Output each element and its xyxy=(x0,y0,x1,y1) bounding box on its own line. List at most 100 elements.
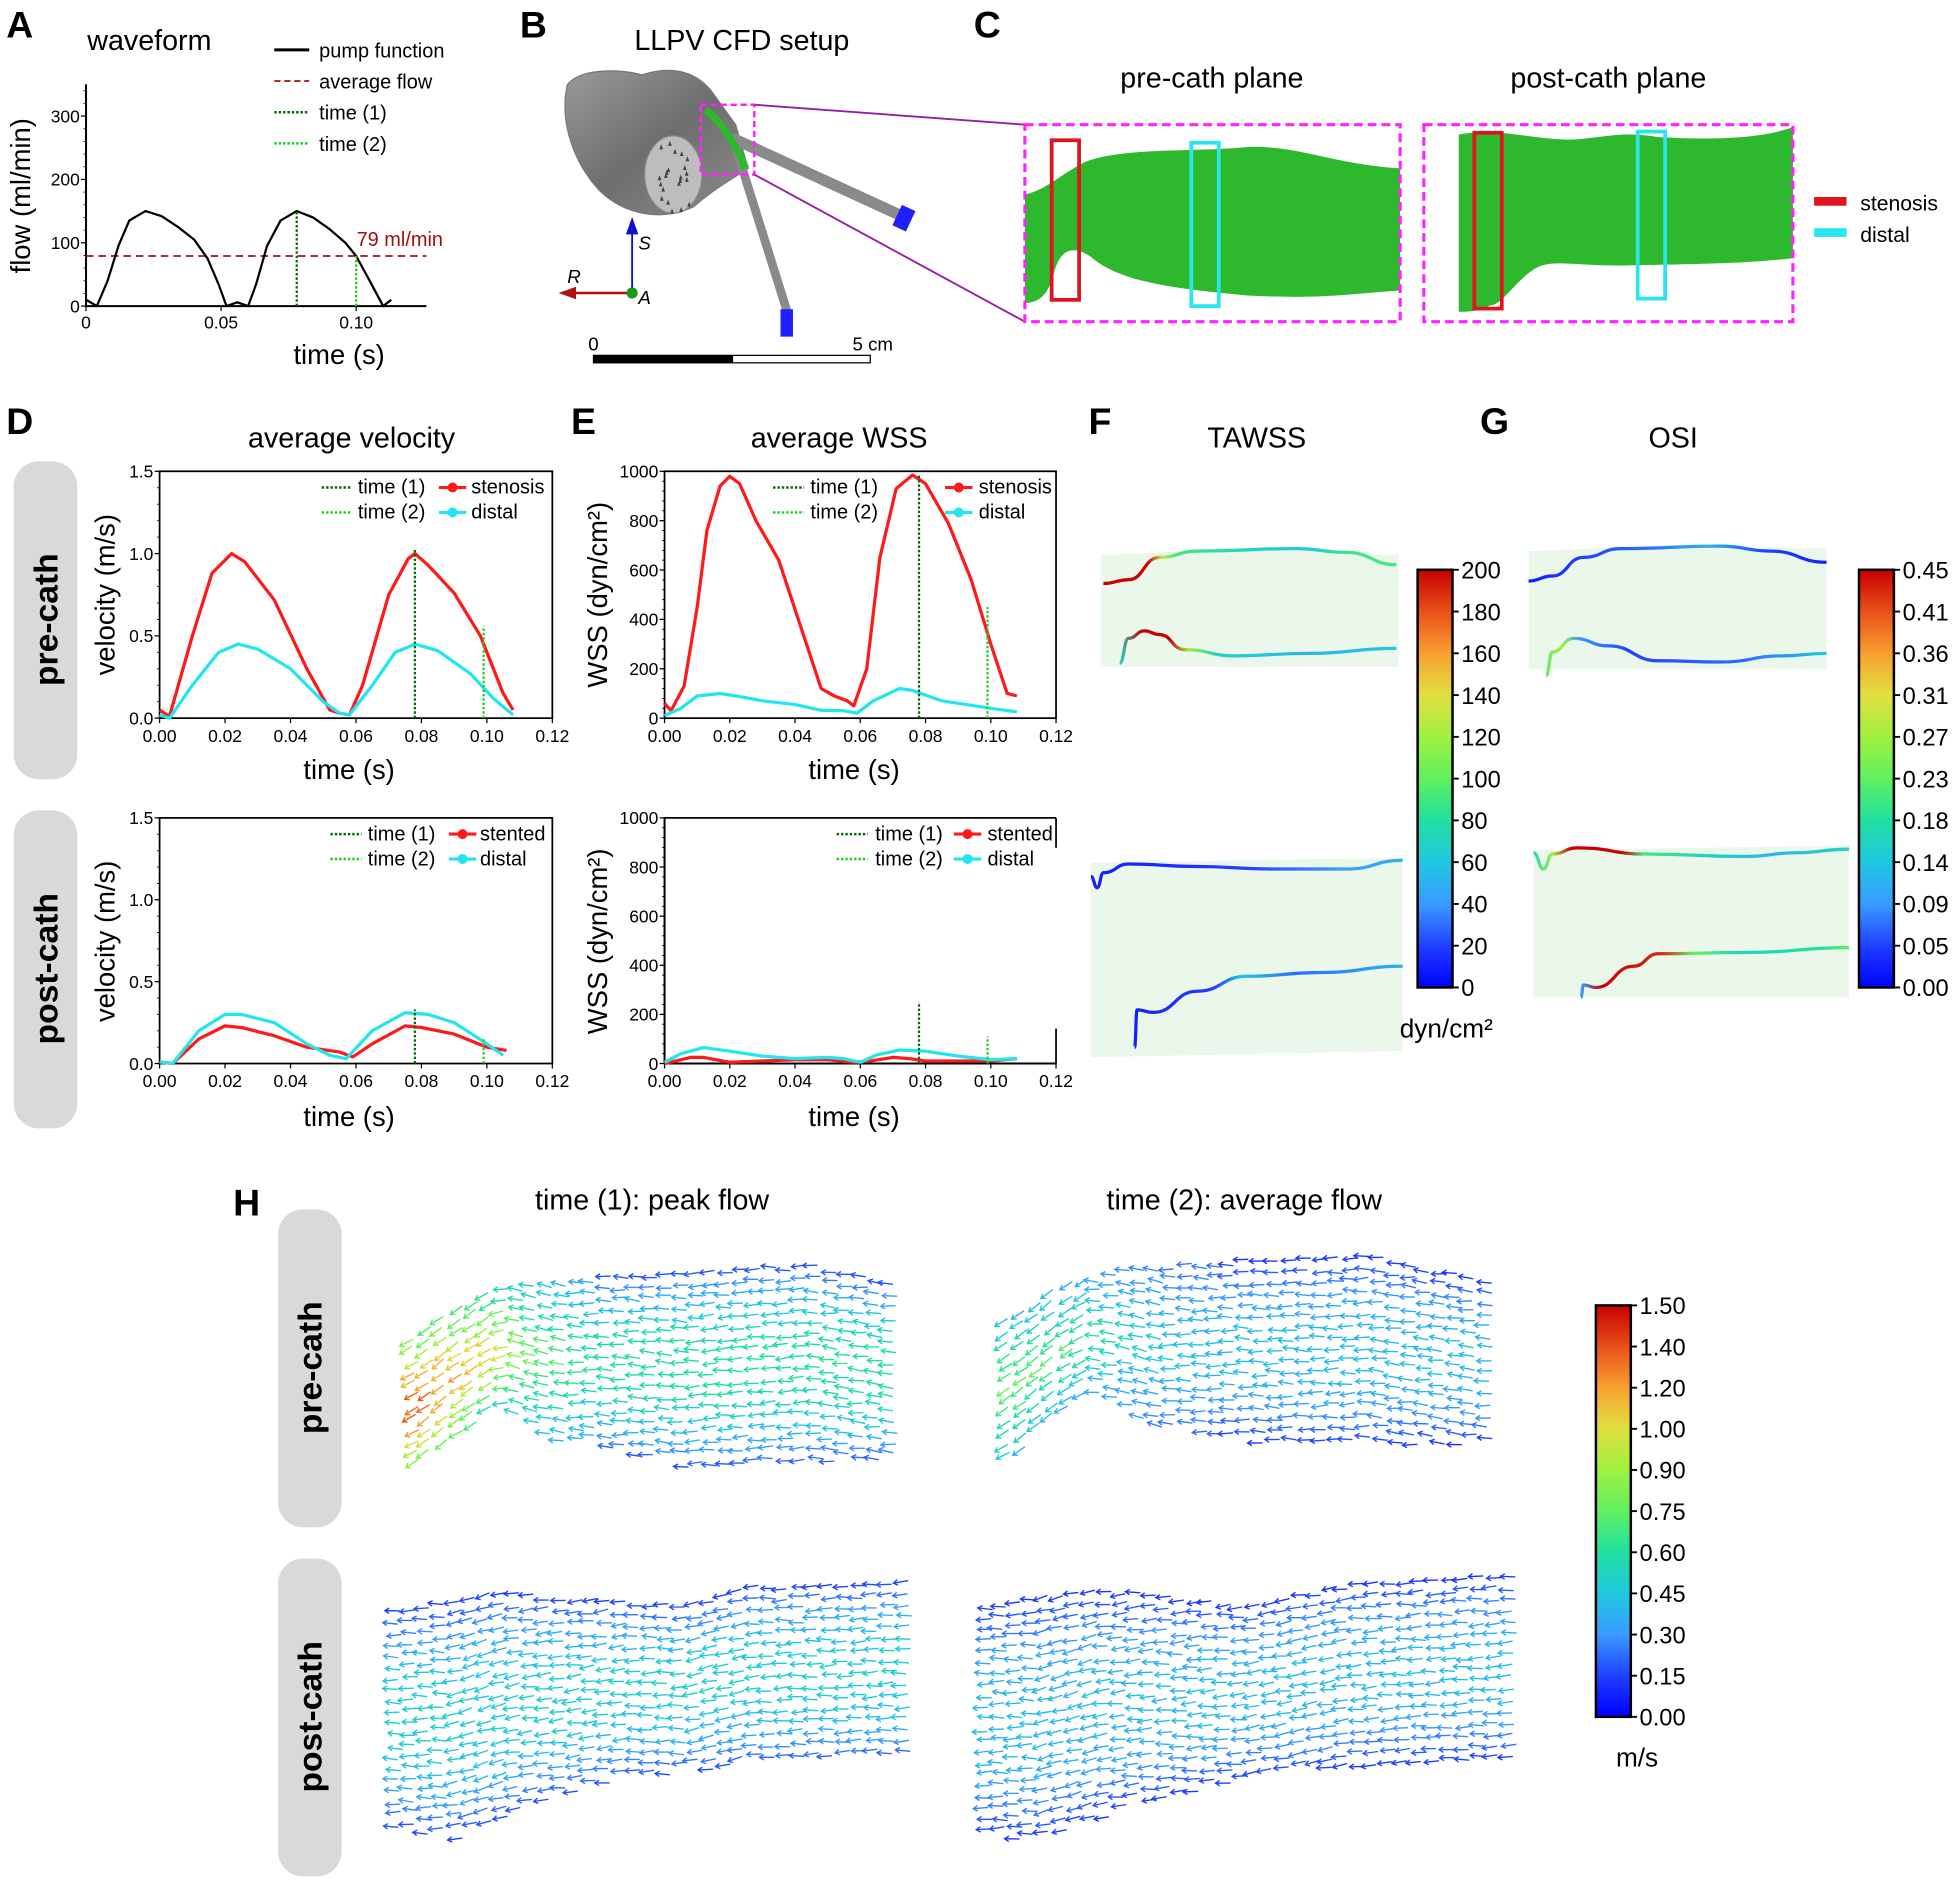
velocity-vector xyxy=(656,1396,673,1404)
velocity-vector xyxy=(1360,1702,1377,1710)
velocity-vector xyxy=(743,1620,760,1628)
velocity-vector xyxy=(1130,1388,1147,1395)
velocity-vector xyxy=(876,1337,893,1345)
velocity-vector xyxy=(1111,1600,1128,1608)
y-tick-label: 200 xyxy=(51,170,80,190)
velocity-vector xyxy=(1220,1327,1237,1335)
velocity-vector xyxy=(1123,1605,1140,1612)
velocity-vector xyxy=(1252,1416,1269,1424)
velocity-vector xyxy=(1287,1627,1304,1635)
velocity-vector xyxy=(575,1695,592,1703)
velocity-vector xyxy=(1018,1695,1035,1703)
velocity-vector xyxy=(1287,1739,1304,1746)
velocity-vector xyxy=(1382,1372,1399,1380)
velocity-vector xyxy=(1043,1324,1057,1336)
velocity-vector xyxy=(1156,1616,1173,1624)
velocity-vector xyxy=(446,1632,463,1640)
velocity-vector xyxy=(520,1739,537,1746)
velocity-vector xyxy=(537,1313,554,1322)
velocity-vector xyxy=(696,1371,714,1379)
velocity-vector xyxy=(1278,1370,1296,1377)
velocity-vector xyxy=(1467,1655,1484,1662)
velocity-vector xyxy=(1170,1707,1188,1715)
velocity-vector xyxy=(876,1279,893,1287)
velocity-vector xyxy=(1244,1724,1261,1732)
velocity-vector xyxy=(606,1699,623,1707)
velocity-vector xyxy=(859,1591,876,1598)
velocity-vector xyxy=(715,1685,732,1692)
velocity-vector xyxy=(1229,1623,1247,1631)
velocity-vector xyxy=(1026,1323,1040,1334)
velocity-vector xyxy=(817,1715,834,1723)
velocity-vector xyxy=(607,1746,624,1754)
legend-marker xyxy=(962,854,973,865)
velocity-vector xyxy=(1261,1257,1278,1265)
velocity-vector xyxy=(460,1386,474,1397)
velocity-vector xyxy=(1203,1328,1220,1335)
row-label-pre: pre-cath xyxy=(293,1301,330,1434)
velocity-vector xyxy=(1379,1638,1396,1646)
velocity-vector xyxy=(1216,1430,1234,1438)
velocity-vector xyxy=(384,1665,401,1672)
legend-marker xyxy=(447,507,458,518)
velocity-vector xyxy=(774,1616,791,1623)
velocity-vector xyxy=(1038,1380,1053,1391)
colorbar-tick-label: 0.15 xyxy=(1640,1664,1686,1690)
velocity-vector xyxy=(1062,1758,1079,1765)
velocity-vector xyxy=(1443,1417,1460,1425)
velocity-vector xyxy=(1294,1254,1311,1262)
velocity-vector xyxy=(1496,1649,1514,1657)
velocity-vector xyxy=(428,1613,445,1621)
zoom-connector-top xyxy=(754,103,1025,126)
velocity-vector xyxy=(401,1805,419,1813)
velocity-vector xyxy=(1347,1706,1364,1713)
velocity-vector xyxy=(684,1623,701,1630)
velocity-vector xyxy=(1258,1631,1275,1639)
velocity-vector xyxy=(1422,1758,1440,1766)
velocity-vector xyxy=(1190,1352,1207,1360)
velocity-vector xyxy=(460,1356,474,1367)
velocity-vector xyxy=(1440,1689,1457,1697)
velocity-vector xyxy=(383,1607,400,1615)
velocity-vector xyxy=(446,1609,463,1617)
velocity-vector xyxy=(1460,1431,1477,1439)
velocity-vector xyxy=(1031,1786,1048,1794)
colorbar-tick-label: 0.23 xyxy=(1903,767,1949,793)
velocity-vector xyxy=(1185,1745,1202,1752)
velocity-vector xyxy=(1369,1380,1386,1387)
velocity-vector xyxy=(1335,1380,1353,1388)
velocity-vector xyxy=(861,1694,878,1702)
velocity-vector xyxy=(1011,1446,1026,1457)
velocity-vector xyxy=(491,1344,508,1352)
velocity-vector xyxy=(1499,1618,1516,1626)
velocity-vector xyxy=(521,1786,538,1794)
velocity-vector xyxy=(1004,1668,1021,1675)
velocity-vector xyxy=(1383,1304,1400,1311)
velocity-vector xyxy=(517,1591,534,1599)
velocity-vector xyxy=(1495,1673,1512,1680)
velocity-vector xyxy=(894,1645,911,1653)
velocity-vector xyxy=(1256,1745,1273,1752)
velocity-vector xyxy=(1002,1736,1019,1743)
velocity-vector xyxy=(758,1753,775,1761)
velocity-vector xyxy=(1474,1334,1491,1341)
velocity-vector xyxy=(1429,1277,1446,1285)
velocity-vector xyxy=(1257,1654,1274,1662)
velocity-vector xyxy=(800,1583,817,1591)
velocity-vector xyxy=(503,1605,520,1613)
velocity-vector xyxy=(567,1359,584,1366)
panel-label-a: A xyxy=(6,3,33,45)
velocity-vector xyxy=(426,1825,443,1833)
velocity-vector xyxy=(1117,1368,1134,1375)
velocity-vector xyxy=(1350,1639,1367,1647)
velocity-vector xyxy=(970,1728,988,1736)
velocity-vector xyxy=(532,1717,549,1724)
velocity-vector xyxy=(563,1609,581,1617)
velocity-vector xyxy=(505,1351,522,1359)
velocity-vector xyxy=(1174,1331,1192,1339)
velocity-vector xyxy=(1183,1642,1200,1650)
velocity-vector xyxy=(567,1399,584,1407)
velocity-vector xyxy=(1229,1716,1246,1723)
velocity-vector xyxy=(1413,1388,1431,1396)
velocity-vector xyxy=(788,1457,805,1465)
